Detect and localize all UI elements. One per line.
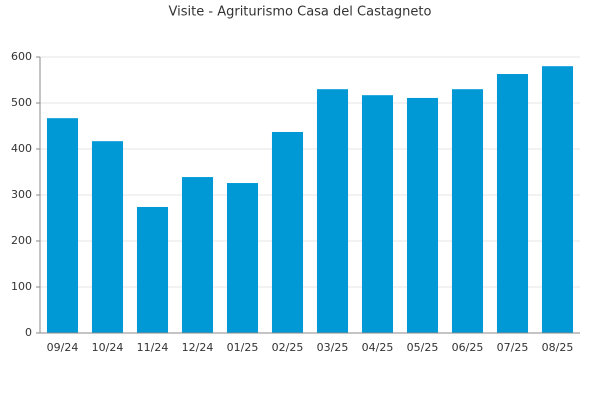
bar	[496, 74, 529, 334]
x-tick-label: 08/25	[542, 341, 574, 354]
y-tick-label: 100	[11, 280, 32, 293]
bar	[136, 206, 169, 333]
x-tick-label: 12/24	[182, 341, 214, 354]
y-tick-label: 0	[25, 326, 32, 339]
bar	[541, 66, 574, 333]
y-tick-label: 300	[11, 188, 32, 201]
y-tick-label: 400	[11, 142, 32, 155]
bar	[316, 89, 349, 333]
x-tick-label: 03/25	[317, 341, 349, 354]
chart-title: Visite - Agriturismo Casa del Castagneto	[169, 5, 432, 20]
y-tick-label: 500	[11, 96, 32, 109]
x-tick-label: 06/25	[452, 341, 484, 354]
x-tick-label: 09/24	[47, 341, 79, 354]
bar	[361, 95, 394, 334]
x-tick-label: 04/25	[362, 341, 394, 354]
bar	[226, 183, 259, 333]
bar	[271, 131, 304, 333]
bar	[451, 89, 484, 333]
y-tick-label: 600	[11, 50, 32, 63]
bar	[91, 141, 124, 333]
x-tick-label: 02/25	[272, 341, 304, 354]
bar	[46, 118, 79, 334]
bar	[181, 177, 214, 333]
bar	[406, 97, 439, 333]
x-tick-label: 07/25	[497, 341, 529, 354]
x-tick-label: 10/24	[92, 341, 124, 354]
x-tick-label: 11/24	[137, 341, 169, 354]
x-tick-label: 01/25	[227, 341, 259, 354]
y-tick-label: 200	[11, 234, 32, 247]
x-tick-label: 05/25	[407, 341, 439, 354]
